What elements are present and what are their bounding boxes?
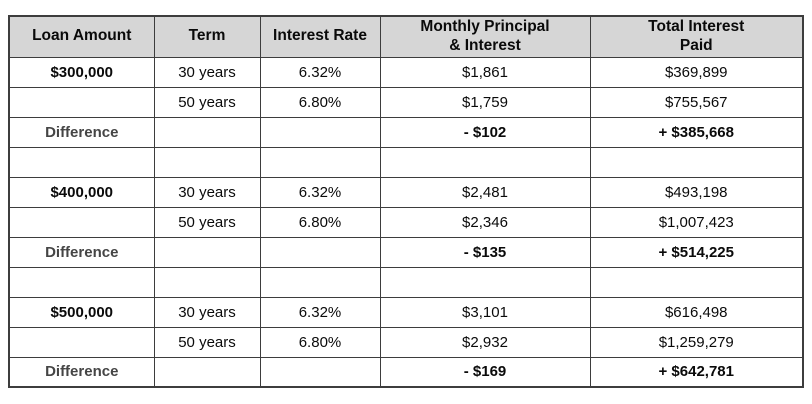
table-row-500k-50y: 50 years 6.80% $2,932 $1,259,279 (8, 326, 804, 358)
col-header-loan-amount: Loan Amount (8, 15, 155, 58)
cell-interest: $1,007,423 (589, 206, 804, 238)
table-header: Loan Amount Term Interest Rate Monthly P… (8, 15, 804, 58)
cell-loan-amount (8, 206, 155, 238)
table-row-400k-50y: 50 years 6.80% $2,346 $1,007,423 (8, 206, 804, 238)
cell-interest-difference: + $385,668 (589, 116, 804, 148)
cell-empty (379, 146, 591, 178)
cell-payment-difference: - $102 (379, 116, 591, 148)
table-row-spacer (8, 266, 804, 298)
cell-term: 50 years (153, 206, 261, 238)
cell-rate (259, 116, 381, 148)
cell-empty (589, 146, 804, 178)
col-header-monthly-principal-interest: Monthly Principal & Interest (379, 15, 591, 58)
cell-loan-amount (8, 86, 155, 118)
table-row-300k-50y: 50 years 6.80% $1,759 $755,567 (8, 86, 804, 118)
cell-interest: $616,498 (589, 296, 804, 328)
cell-payment: $2,346 (379, 206, 591, 238)
cell-loan-amount: $300,000 (8, 56, 155, 88)
table-row-300k-difference: Difference - $102 + $385,668 (8, 116, 804, 148)
table-row-500k-difference: Difference - $169 + $642,781 (8, 356, 804, 388)
cell-loan-amount (8, 326, 155, 358)
cell-interest: $755,567 (589, 86, 804, 118)
table-row-400k-difference: Difference - $135 + $514,225 (8, 236, 804, 268)
cell-rate: 6.32% (259, 296, 381, 328)
cell-term (153, 356, 261, 388)
table-row-spacer (8, 146, 804, 178)
cell-payment-difference: - $135 (379, 236, 591, 268)
cell-empty (379, 266, 591, 298)
header-row: Loan Amount Term Interest Rate Monthly P… (8, 15, 804, 58)
cell-term: 30 years (153, 56, 261, 88)
cell-interest-difference: + $642,781 (589, 356, 804, 388)
table-body: $300,000 30 years 6.32% $1,861 $369,899 … (8, 56, 804, 388)
cell-term: 30 years (153, 176, 261, 208)
cell-loan-amount: $500,000 (8, 296, 155, 328)
cell-rate (259, 356, 381, 388)
cell-term (153, 236, 261, 268)
loan-comparison-wrapper: Loan Amount Term Interest Rate Monthly P… (8, 15, 804, 388)
cell-difference-label: Difference (8, 236, 155, 268)
cell-rate (259, 236, 381, 268)
cell-payment: $1,861 (379, 56, 591, 88)
cell-empty (589, 266, 804, 298)
col-header-term: Term (153, 15, 261, 58)
cell-empty (8, 266, 155, 298)
cell-term: 50 years (153, 326, 261, 358)
cell-payment: $2,481 (379, 176, 591, 208)
cell-term: 50 years (153, 86, 261, 118)
cell-empty (259, 146, 381, 178)
cell-interest: $493,198 (589, 176, 804, 208)
cell-payment-difference: - $169 (379, 356, 591, 388)
cell-difference-label: Difference (8, 356, 155, 388)
cell-empty (153, 266, 261, 298)
cell-loan-amount: $400,000 (8, 176, 155, 208)
cell-interest: $1,259,279 (589, 326, 804, 358)
cell-rate: 6.80% (259, 206, 381, 238)
cell-term: 30 years (153, 296, 261, 328)
col-header-total-interest-paid: Total Interest Paid (589, 15, 804, 58)
cell-difference-label: Difference (8, 116, 155, 148)
cell-rate: 6.32% (259, 56, 381, 88)
table-row-300k-30y: $300,000 30 years 6.32% $1,861 $369,899 (8, 56, 804, 88)
col-header-interest-rate: Interest Rate (259, 15, 381, 58)
cell-payment: $3,101 (379, 296, 591, 328)
cell-empty (153, 146, 261, 178)
cell-rate: 6.32% (259, 176, 381, 208)
loan-comparison-table: Loan Amount Term Interest Rate Monthly P… (8, 15, 804, 388)
cell-empty (259, 266, 381, 298)
cell-rate: 6.80% (259, 86, 381, 118)
cell-payment: $1,759 (379, 86, 591, 118)
table-row-500k-30y: $500,000 30 years 6.32% $3,101 $616,498 (8, 296, 804, 328)
cell-interest-difference: + $514,225 (589, 236, 804, 268)
cell-empty (8, 146, 155, 178)
cell-interest: $369,899 (589, 56, 804, 88)
cell-payment: $2,932 (379, 326, 591, 358)
cell-rate: 6.80% (259, 326, 381, 358)
table-row-400k-30y: $400,000 30 years 6.32% $2,481 $493,198 (8, 176, 804, 208)
cell-term (153, 116, 261, 148)
